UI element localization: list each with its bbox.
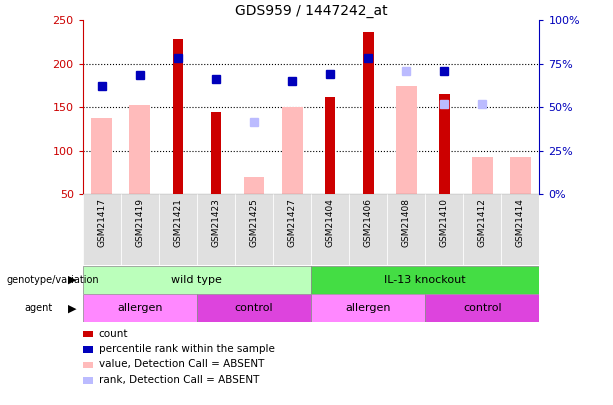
FancyBboxPatch shape — [387, 194, 425, 265]
Text: GSM21408: GSM21408 — [402, 198, 411, 247]
FancyBboxPatch shape — [83, 194, 121, 265]
Bar — [173, 39, 183, 194]
FancyBboxPatch shape — [273, 194, 311, 265]
Text: ▶: ▶ — [68, 303, 77, 313]
Bar — [472, 157, 493, 194]
FancyBboxPatch shape — [311, 294, 425, 322]
Text: IL-13 knockout: IL-13 knockout — [384, 275, 466, 285]
FancyBboxPatch shape — [83, 294, 197, 322]
Bar — [396, 86, 417, 194]
Bar — [211, 112, 221, 194]
Text: value, Detection Call = ABSENT: value, Detection Call = ABSENT — [99, 360, 264, 369]
Text: GSM21425: GSM21425 — [249, 198, 259, 247]
Text: ▶: ▶ — [68, 275, 77, 285]
Bar — [243, 177, 264, 194]
FancyBboxPatch shape — [121, 194, 159, 265]
Text: GSM21410: GSM21410 — [440, 198, 449, 247]
FancyBboxPatch shape — [83, 266, 311, 294]
FancyBboxPatch shape — [311, 194, 349, 265]
FancyBboxPatch shape — [197, 294, 311, 322]
Text: GSM21417: GSM21417 — [97, 198, 106, 247]
Text: GSM21406: GSM21406 — [364, 198, 373, 247]
Text: allergen: allergen — [117, 303, 162, 313]
Text: GSM21427: GSM21427 — [287, 198, 297, 247]
Text: agent: agent — [25, 303, 53, 313]
Text: GSM21423: GSM21423 — [211, 198, 221, 247]
Bar — [510, 157, 531, 194]
Text: genotype/variation: genotype/variation — [6, 275, 99, 285]
Text: GSM21419: GSM21419 — [135, 198, 144, 247]
Text: GSM21421: GSM21421 — [173, 198, 183, 247]
Text: control: control — [463, 303, 501, 313]
FancyBboxPatch shape — [463, 194, 501, 265]
Text: GSM21412: GSM21412 — [478, 198, 487, 247]
FancyBboxPatch shape — [501, 194, 539, 265]
Bar — [281, 107, 303, 194]
Text: control: control — [235, 303, 273, 313]
FancyBboxPatch shape — [235, 194, 273, 265]
Bar — [439, 94, 449, 194]
FancyBboxPatch shape — [349, 194, 387, 265]
Bar — [325, 97, 335, 194]
FancyBboxPatch shape — [197, 194, 235, 265]
Text: count: count — [99, 329, 128, 339]
Text: GSM21404: GSM21404 — [326, 198, 335, 247]
FancyBboxPatch shape — [159, 194, 197, 265]
FancyBboxPatch shape — [425, 194, 463, 265]
Bar — [129, 105, 150, 194]
Bar — [91, 118, 112, 194]
Text: wild type: wild type — [172, 275, 223, 285]
FancyBboxPatch shape — [311, 266, 539, 294]
Bar — [363, 32, 373, 194]
Title: GDS959 / 1447242_at: GDS959 / 1447242_at — [235, 4, 387, 18]
Text: allergen: allergen — [346, 303, 391, 313]
Text: percentile rank within the sample: percentile rank within the sample — [99, 344, 275, 354]
Text: rank, Detection Call = ABSENT: rank, Detection Call = ABSENT — [99, 375, 259, 385]
FancyBboxPatch shape — [425, 294, 539, 322]
Text: GSM21414: GSM21414 — [516, 198, 525, 247]
